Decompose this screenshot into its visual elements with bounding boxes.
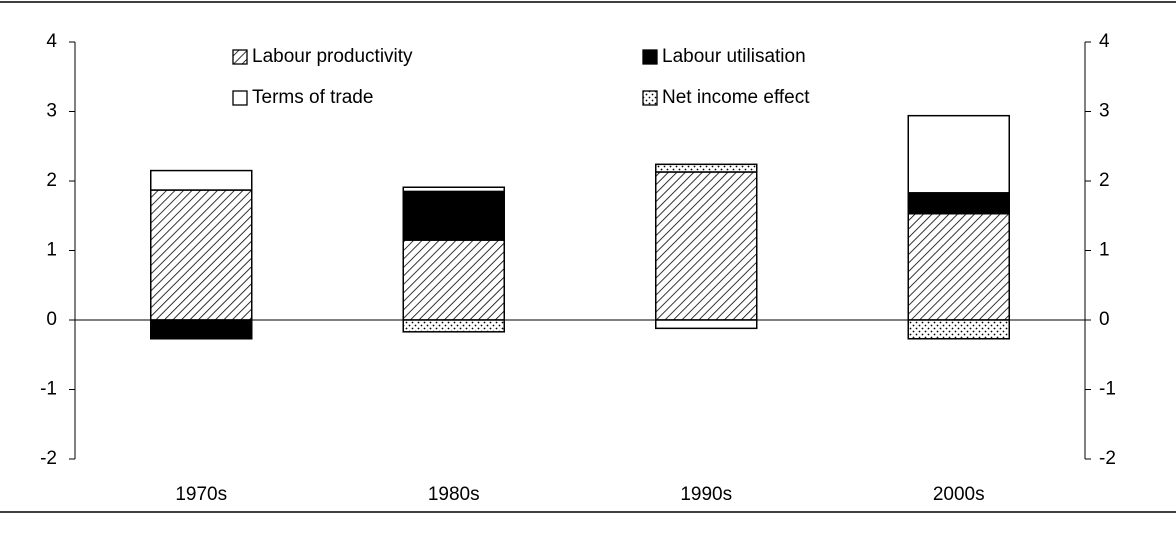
bar-segment [907, 192, 1010, 215]
x-tick-label: 1990s [680, 484, 732, 505]
bar-segment [402, 186, 505, 193]
legend-label: Net income effect [662, 87, 810, 108]
x-tick-label: 1970s [175, 484, 227, 505]
y-tick-label: 4 [46, 31, 57, 52]
bar-segment [907, 212, 1010, 321]
bar-segment [655, 163, 758, 173]
bar-segment [907, 114, 1010, 194]
y2-tick-label: 1 [1099, 240, 1110, 261]
y-tick-label: 0 [46, 309, 57, 330]
bar-segment [655, 319, 758, 330]
x-tick-label: 2000s [933, 484, 985, 505]
y2-tick-label: 4 [1099, 31, 1110, 52]
y2-tick-label: 2 [1099, 170, 1110, 191]
bar-segment [402, 190, 505, 241]
y2-tick-label: 3 [1099, 101, 1110, 122]
legend-label: Terms of trade [252, 87, 373, 108]
legend-label: Labour productivity [252, 46, 413, 67]
y-tick-label: -1 [40, 379, 57, 400]
y2-tick-label: -2 [1099, 448, 1116, 469]
y-tick-label: 1 [46, 240, 57, 261]
legend-swatch [642, 90, 658, 106]
bar-segment [907, 319, 1010, 340]
bar-segment [150, 189, 253, 321]
y-tick-label: 3 [46, 101, 57, 122]
y-tick-label: 2 [46, 170, 57, 191]
y-tick-label: -2 [40, 448, 57, 469]
legend-swatch [232, 90, 248, 106]
x-tick-label: 1980s [428, 484, 480, 505]
legend-swatch [232, 49, 248, 65]
bar-segment [402, 319, 505, 333]
bar-segment [655, 171, 758, 321]
y2-tick-label: -1 [1099, 379, 1116, 400]
legend-label: Labour utilisation [662, 46, 806, 67]
legend-swatch [642, 49, 658, 65]
y2-tick-label: 0 [1099, 309, 1110, 330]
bar-segment [150, 169, 253, 191]
bar-segment [402, 239, 505, 321]
bar-segment [150, 319, 253, 340]
